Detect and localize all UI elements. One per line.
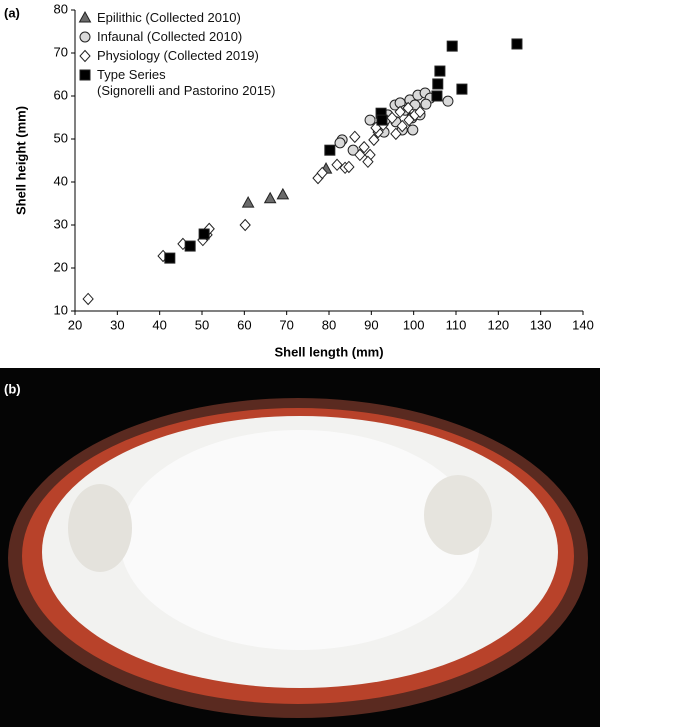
x-tick-label: 30: [110, 317, 124, 332]
x-tick-label: 130: [530, 317, 552, 332]
x-tick-label: 80: [322, 317, 336, 332]
legend-label: Epilithic (Collected 2010): [97, 10, 241, 25]
x-tick-label: 20: [68, 317, 82, 332]
x-axis-title: Shell length (mm): [274, 344, 383, 359]
panel-label: (a): [4, 5, 20, 20]
circle-marker: [79, 31, 91, 43]
diamond-marker: [402, 101, 414, 115]
y-tick-label: 10: [54, 302, 68, 317]
square-marker: [198, 228, 210, 240]
y-tick-label: 20: [54, 259, 68, 274]
circle-marker: [420, 98, 432, 110]
diamond-marker: [394, 105, 406, 119]
square-marker: [446, 40, 458, 52]
diamond-marker: [396, 119, 408, 133]
diamond-marker: [343, 160, 355, 174]
circle-marker: [407, 124, 419, 136]
square-marker: [511, 38, 523, 50]
circle-marker: [364, 114, 376, 126]
x-tick-label: 90: [364, 317, 378, 332]
circle-marker: [347, 144, 359, 156]
muscle-scar: [68, 484, 132, 572]
diamond-marker: [82, 292, 94, 306]
diamond-marker: [390, 127, 402, 141]
square-marker: [79, 69, 91, 81]
diamond-marker: [354, 148, 366, 162]
square-marker: [376, 114, 388, 126]
x-tick-label: 70: [279, 317, 293, 332]
y-tick-label: 80: [54, 1, 68, 16]
square-marker: [434, 65, 446, 77]
diamond-marker: [79, 49, 91, 63]
x-tick-label: 100: [403, 317, 425, 332]
circle-marker: [442, 95, 454, 107]
y-tick-label: 30: [54, 216, 68, 231]
square-marker: [456, 83, 468, 95]
y-tick-label: 60: [54, 87, 68, 102]
diamond-marker: [239, 218, 251, 232]
triangle-marker: [78, 10, 92, 23]
y-tick-label: 50: [54, 130, 68, 145]
square-marker: [432, 78, 444, 90]
triangle-marker: [263, 191, 277, 204]
diamond-marker: [331, 158, 343, 172]
x-tick-label: 60: [237, 317, 251, 332]
square-marker: [431, 90, 443, 102]
shell-center: [120, 430, 480, 650]
diamond-marker: [414, 105, 426, 119]
y-tick-label: 70: [54, 44, 68, 59]
diamond-marker: [349, 130, 361, 144]
diamond-marker: [368, 133, 380, 147]
legend-label: Type Series (Signorelli and Pastorino 20…: [97, 67, 276, 98]
diamond-marker: [386, 111, 398, 125]
circle-marker: [334, 137, 346, 149]
y-tick-label: 40: [54, 173, 68, 188]
diamond-marker: [358, 140, 370, 154]
triangle-marker: [276, 187, 290, 200]
legend-label: Physiology (Collected 2019): [97, 48, 259, 63]
x-tick-label: 40: [152, 317, 166, 332]
diamond-marker: [362, 155, 374, 169]
panel-label: (b): [4, 381, 21, 396]
legend-label: Infaunal (Collected 2010): [97, 29, 243, 44]
x-tick-label: 140: [572, 317, 594, 332]
x-tick-label: 110: [446, 317, 467, 332]
square-marker: [184, 240, 196, 252]
square-marker: [164, 252, 176, 264]
y-axis-title: Shell height (mm): [13, 106, 28, 215]
square-marker: [324, 144, 336, 156]
x-tick-label: 50: [195, 317, 209, 332]
x-tick-label: 120: [487, 317, 509, 332]
triangle-marker: [241, 196, 255, 208]
diamond-marker: [316, 166, 328, 180]
muscle-scar: [424, 475, 492, 555]
